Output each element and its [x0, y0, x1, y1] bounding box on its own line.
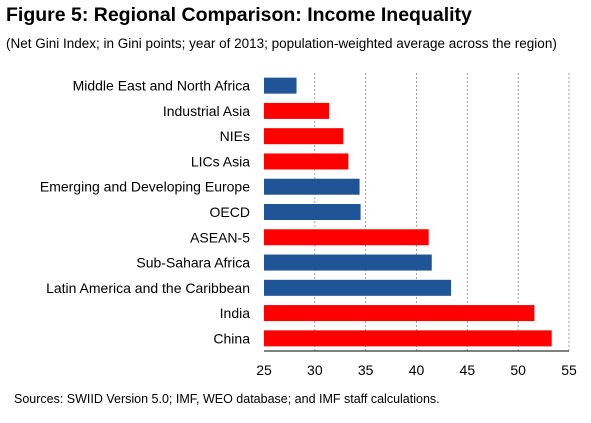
category-label: Middle East and North Africa [73, 78, 251, 94]
chart-subtitle: (Net Gini Index; in Gini points; year of… [6, 36, 557, 51]
bar [264, 279, 452, 296]
x-tick-label: 30 [307, 362, 323, 378]
bars [264, 77, 552, 347]
bar [264, 77, 297, 94]
category-label: Latin America and the Caribbean [46, 280, 250, 296]
bar [264, 254, 432, 271]
x-tick-label: 35 [358, 362, 374, 378]
category-label: Emerging and Developing Europe [40, 179, 250, 195]
x-tick-label: 45 [460, 362, 476, 378]
x-tick-label: 55 [561, 362, 577, 378]
x-tick-label: 50 [510, 362, 526, 378]
chart-title: Figure 5: Regional Comparison: Income In… [6, 4, 472, 26]
bar [264, 229, 429, 246]
source-note: Sources: SWIID Version 5.0; IMF, WEO dat… [14, 392, 440, 406]
category-label: LICs Asia [191, 153, 250, 169]
bar [264, 305, 535, 322]
x-tick-label: 40 [409, 362, 425, 378]
x-axis-ticks: 25 30 35 40 45 50 55 [256, 362, 577, 378]
bar [264, 204, 361, 220]
x-tick-label: 25 [256, 362, 272, 378]
category-labels: Middle East and North Africa Industrial A… [40, 78, 250, 347]
category-label: Industrial Asia [163, 103, 250, 119]
category-label: ASEAN-5 [190, 229, 250, 245]
category-label: NIEs [220, 128, 250, 144]
bar [264, 330, 552, 347]
category-label: India [220, 305, 251, 321]
bar [264, 128, 344, 145]
category-label: China [213, 330, 250, 346]
category-label: OECD [210, 204, 250, 220]
bar [264, 153, 349, 170]
bar [264, 102, 330, 119]
bar [264, 178, 360, 195]
category-label: Sub-Sahara Africa [136, 255, 250, 271]
